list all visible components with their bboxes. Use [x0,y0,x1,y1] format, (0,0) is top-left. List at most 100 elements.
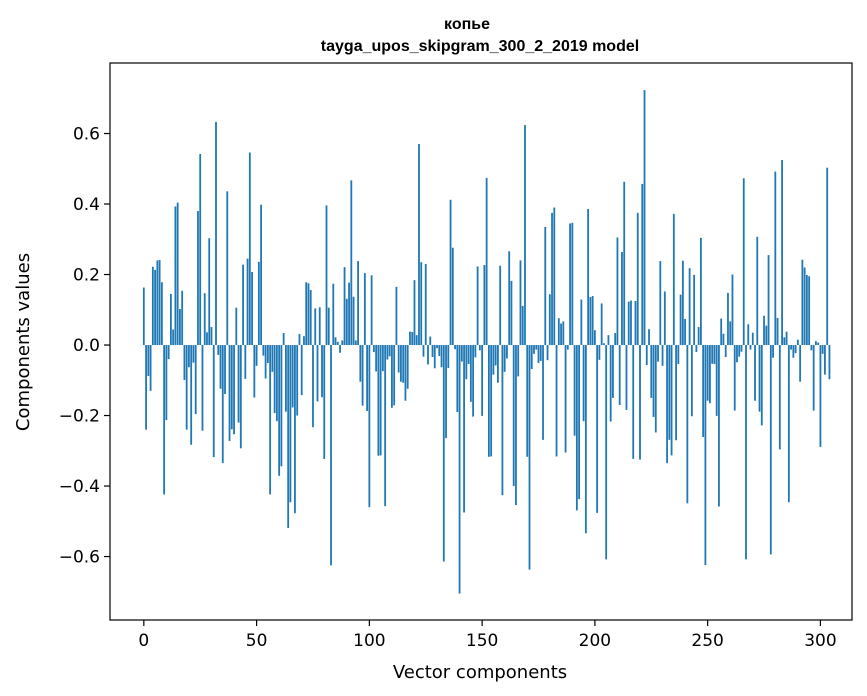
bar [422,345,425,357]
bar [828,345,831,380]
bar [670,345,673,456]
bar [492,345,495,375]
bar [465,345,468,380]
bar [713,345,716,365]
bar [264,345,267,379]
bar [433,345,436,369]
bar [158,260,161,346]
bar [476,266,479,346]
bar [275,345,278,422]
bar [215,121,217,346]
bar [519,260,522,346]
bar [754,345,756,401]
bar [402,345,405,383]
bar [151,266,154,346]
bar [327,307,330,346]
bar [285,345,287,412]
bar [618,345,621,405]
bar [391,345,393,408]
bar [824,345,826,375]
bar [650,345,653,398]
x-tick-label: 100 [353,631,385,651]
bar [724,345,727,358]
bar [636,212,639,346]
bar [174,206,177,346]
bar [557,318,560,346]
bar [681,260,684,346]
bar [490,345,493,457]
bar [697,327,700,346]
bar [206,332,208,346]
bar [494,345,497,366]
bar [591,296,594,346]
bar [812,345,815,411]
bar [542,345,544,440]
bar [668,345,671,440]
bar [235,307,238,346]
bar [350,180,353,346]
bar [675,345,677,441]
bar [472,345,474,417]
bar [244,345,247,379]
bar [677,345,680,365]
bar [699,237,702,346]
bar [596,345,599,513]
bar [237,345,240,423]
bar [799,345,802,382]
bar [199,153,202,346]
bar [569,223,571,346]
bar [449,199,452,346]
bar [212,345,215,458]
bar [555,345,558,457]
bar [181,290,184,346]
bar [287,345,290,528]
bar [740,345,743,352]
bar [255,345,258,366]
bar [217,345,220,355]
bar [702,345,705,438]
bar [733,345,736,411]
y-tick-label: 0.2 [73,266,100,286]
bar [652,345,655,417]
bar [528,345,531,570]
bar [612,345,614,398]
y-tick-label: −0.4 [59,477,100,497]
bar [179,309,181,346]
bar [456,345,459,413]
bar [756,236,759,346]
bar [314,308,317,346]
bar [727,292,729,346]
bar [566,345,569,350]
bar [533,345,535,354]
bar [553,207,556,346]
x-tick-label: 0 [138,631,149,651]
bar [363,273,366,346]
bar [221,345,224,464]
bar [334,337,337,346]
bar [154,269,156,346]
y-tick-label: 0.4 [73,195,100,215]
y-axis-title: Components values [13,253,34,431]
bar [169,293,172,346]
bar [781,159,783,346]
bar [386,345,389,360]
bar [508,251,511,346]
bar [248,152,251,346]
bar [580,299,583,346]
bar [294,345,296,514]
bar [219,345,222,389]
bar [393,345,396,406]
bar [384,345,387,507]
bar [607,335,610,346]
bar [506,345,508,359]
bar [357,261,359,346]
bar [582,345,585,422]
bar [427,345,429,365]
bar [445,345,447,439]
bar [548,294,551,346]
bar [663,291,666,346]
bar [645,345,648,366]
bar [377,345,380,456]
bar [354,340,357,346]
